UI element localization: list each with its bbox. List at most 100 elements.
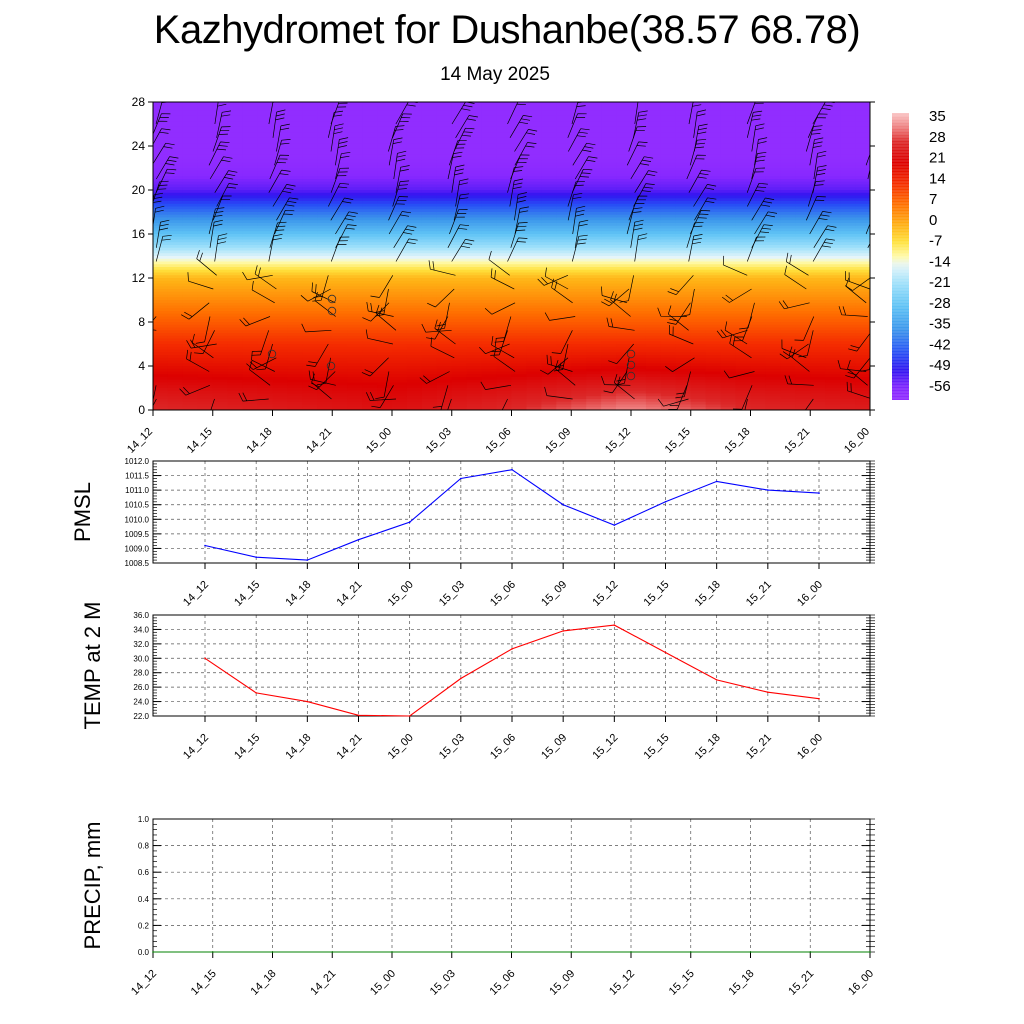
heatmap-cell: [362, 168, 378, 172]
heatmap-cell: [451, 319, 468, 323]
heatmap-cell: [227, 121, 244, 125]
heatmap-cell: [765, 159, 781, 164]
heatmap-cell: [153, 275, 169, 279]
heatmap-cell: [167, 228, 184, 232]
heatmap-cell: [571, 368, 587, 373]
heatmap-cell: [227, 283, 244, 287]
heatmap-cell: [645, 313, 662, 318]
heatmap-cell: [197, 157, 214, 161]
heatmap-cell: [631, 280, 647, 285]
heatmap-cell: [720, 335, 737, 340]
heatmap-cell: [392, 335, 408, 340]
heatmap-cell: [272, 245, 289, 249]
heatmap-cell: [272, 269, 289, 274]
heatmap-cell: [541, 118, 557, 122]
heatmap-cell: [167, 201, 184, 205]
heatmap-cell: [466, 341, 483, 345]
heatmap-cell: [197, 168, 214, 172]
heatmap-cell: [287, 300, 303, 304]
heatmap-cell: [810, 143, 826, 147]
heatmap-cell: [571, 388, 587, 392]
heatmap-cell: [735, 264, 752, 268]
heatmap-cell: [212, 283, 229, 287]
heatmap-cell: [631, 192, 647, 197]
heatmap-cell: [645, 294, 662, 298]
heatmap-cell: [436, 286, 453, 290]
heatmap-cell: [571, 385, 587, 389]
heatmap-cell: [750, 272, 767, 276]
heatmap-cell: [332, 371, 348, 375]
heatmap-cell: [466, 173, 483, 177]
heatmap-cell: [675, 201, 692, 205]
heatmap-cell: [645, 363, 662, 367]
heatmap-cell: [675, 374, 692, 378]
heatmap-cell: [780, 190, 796, 194]
heatmap-cell: [197, 151, 214, 155]
heatmap-cell: [750, 137, 767, 142]
heatmap-cell: [377, 349, 393, 353]
heatmap-cell: [242, 355, 259, 359]
heatmap-cell: [586, 228, 602, 232]
heatmap-cell: [705, 192, 722, 197]
heatmap-cell: [153, 269, 169, 274]
heatmap-cell: [541, 104, 557, 109]
heatmap-cell: [257, 346, 274, 351]
heatmap-cell: [511, 363, 528, 367]
heatmap-cell: [421, 151, 438, 155]
heatmap-cell: [466, 335, 483, 340]
heatmap-cell: [645, 388, 662, 392]
heatmap-cell: [690, 368, 707, 373]
heatmap-cell: [317, 157, 333, 161]
heatmap-cell: [421, 121, 438, 125]
heatmap-cell: [377, 162, 393, 166]
heatmap-cell: [197, 214, 214, 219]
heatmap-cell: [302, 206, 318, 210]
heatmap-cell: [750, 168, 767, 172]
heatmap-cell: [645, 217, 662, 221]
heatmap-cell: [511, 324, 528, 329]
heatmap-cell: [496, 198, 513, 202]
heatmap-cell: [631, 253, 647, 257]
heatmap-cell: [660, 234, 677, 238]
heatmap-cell: [481, 206, 498, 210]
heatmap-cell: [735, 242, 752, 246]
heatmap-cell: [616, 267, 632, 271]
heatmap-cell: [317, 291, 333, 296]
heatmap-cell: [212, 217, 229, 221]
heatmap-cell: [257, 157, 274, 161]
heatmap-cell: [810, 159, 826, 164]
heatmap-cell: [810, 206, 826, 210]
heatmap-cell: [377, 234, 393, 238]
heatmap-cell: [511, 110, 528, 114]
heatmap-cell: [153, 159, 169, 164]
heatmap-cell: [421, 135, 438, 139]
heatmap-cell: [167, 173, 184, 177]
heatmap-cell: [153, 234, 169, 238]
heatmap-cell: [421, 165, 438, 169]
heatmap-cell: [272, 223, 289, 227]
heatmap-cell: [601, 129, 617, 133]
heatmap-cell: [466, 242, 483, 246]
heatmap-cell: [675, 135, 692, 139]
heatmap-cell: [631, 214, 647, 219]
heatmap-cell: [586, 225, 602, 230]
heatmap-cell: [332, 214, 348, 219]
heatmap-cell: [182, 137, 199, 142]
heatmap-cell: [406, 201, 423, 205]
heatmap-cell: [660, 261, 677, 265]
heatmap-cell: [720, 401, 737, 406]
heatmap-cell: [406, 203, 423, 208]
heatmap-cell: [571, 110, 587, 114]
heatmap-cell: [197, 137, 214, 142]
heatmap-cell: [347, 407, 363, 410]
heatmap-cell: [645, 407, 662, 410]
heatmap-cell: [631, 170, 647, 175]
heatmap-cell: [526, 168, 542, 172]
heatmap-cell: [675, 404, 692, 408]
heatmap-cell: [332, 399, 348, 403]
heatmap-cell: [257, 209, 274, 213]
heatmap-cell: [257, 388, 274, 392]
heatmap-cell: [526, 195, 542, 199]
heatmap-cell: [690, 162, 707, 166]
heatmap-cell: [421, 192, 438, 197]
